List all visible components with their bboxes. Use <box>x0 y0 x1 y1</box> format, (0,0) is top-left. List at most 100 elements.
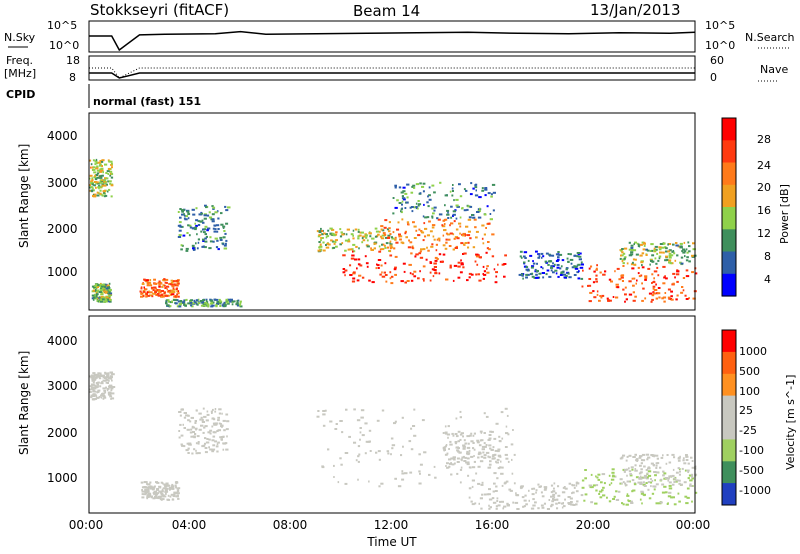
heat-cell <box>185 249 189 252</box>
heat-cell <box>446 466 449 469</box>
heat-cell <box>196 435 200 438</box>
velocity-ytick-1000: 1000 <box>47 471 78 485</box>
heat-cell <box>105 287 109 290</box>
heat-cell <box>631 261 634 264</box>
noise-sky-line <box>89 30 696 52</box>
heat-cell <box>158 495 163 498</box>
heat-cell <box>628 467 630 470</box>
heat-cell <box>165 301 168 304</box>
heat-cell <box>487 241 490 243</box>
heat-cell <box>592 290 595 293</box>
heat-cell <box>180 209 184 212</box>
heat-cell <box>503 505 507 508</box>
heat-cell <box>201 420 204 423</box>
heat-cell <box>105 172 108 174</box>
heat-cell <box>95 182 98 185</box>
heat-cell <box>211 439 215 442</box>
heat-cell <box>522 505 525 508</box>
heat-cell <box>444 431 448 434</box>
heat-cell <box>558 501 561 504</box>
heat-cell <box>612 296 615 298</box>
heat-cell <box>333 464 335 467</box>
heat-cell <box>454 433 458 435</box>
heat-cell <box>100 179 104 182</box>
heat-cell <box>105 183 108 186</box>
heat-cell <box>447 238 451 241</box>
heat-cell <box>610 478 615 481</box>
heat-cell <box>453 237 456 240</box>
heat-cell <box>413 275 417 278</box>
heat-cell <box>203 214 207 217</box>
heat-cell <box>636 242 639 245</box>
heat-cell <box>167 305 172 308</box>
heat-cell <box>463 209 467 212</box>
heat-cell <box>633 243 635 246</box>
heat-cell <box>492 490 495 493</box>
heat-cell <box>509 489 513 492</box>
heat-cell <box>645 476 649 479</box>
heat-cell <box>95 290 99 293</box>
heat-cell <box>663 485 667 488</box>
heat-cell <box>377 267 380 269</box>
heat-cell <box>394 477 397 480</box>
heat-cell <box>171 300 173 303</box>
heat-cell <box>659 251 663 254</box>
heat-cell <box>475 255 480 258</box>
heat-cell <box>89 375 92 378</box>
heat-cell <box>185 215 189 218</box>
heat-cell <box>93 373 97 376</box>
heat-cell <box>173 280 177 283</box>
heat-cell <box>381 409 385 412</box>
heat-cell <box>110 184 114 187</box>
heat-cell <box>645 477 649 480</box>
heat-cell <box>220 223 224 226</box>
heat-cell <box>575 482 580 485</box>
heat-cell <box>640 459 644 462</box>
heat-cell <box>589 486 592 489</box>
heat-cell <box>462 435 464 438</box>
heat-cell <box>499 466 502 469</box>
heat-cell <box>672 272 676 275</box>
heat-cell <box>204 437 207 440</box>
heat-cell <box>326 242 330 245</box>
heat-cell <box>579 252 582 255</box>
heat-cell <box>462 445 466 448</box>
heat-cell <box>557 275 560 278</box>
heat-cell <box>181 301 185 304</box>
heat-cell <box>652 485 656 488</box>
heat-cell <box>218 298 221 301</box>
heat-cell <box>462 207 464 210</box>
heat-cell <box>235 303 238 306</box>
power-ytick-1000: 1000 <box>47 265 78 279</box>
heat-cell <box>645 254 648 256</box>
heat-cell <box>109 174 112 177</box>
heat-cell <box>386 450 390 453</box>
heat-cell <box>231 303 234 306</box>
heat-cell <box>220 423 222 425</box>
heat-cell <box>205 441 210 444</box>
heat-cell <box>495 507 498 510</box>
heat-cell <box>357 235 360 238</box>
heat-cell <box>141 489 143 491</box>
heat-cell <box>611 475 616 478</box>
heat-cell <box>671 262 674 265</box>
heat-cell <box>518 273 522 276</box>
heat-cell <box>180 248 183 251</box>
heat-cell <box>679 470 681 473</box>
heat-cell <box>187 447 190 450</box>
heat-cell <box>628 254 633 257</box>
heat-cell <box>356 279 360 282</box>
heat-cell <box>551 254 555 257</box>
heat-cell <box>192 247 195 250</box>
heat-cell <box>366 239 369 242</box>
heat-cell <box>111 379 113 382</box>
heat-cell <box>653 247 656 250</box>
heat-cell <box>525 276 528 279</box>
heat-cell <box>497 450 500 453</box>
heat-cell <box>689 484 691 487</box>
heat-cell <box>480 431 483 434</box>
heat-cell <box>331 228 335 231</box>
heat-cell <box>91 177 94 180</box>
heat-cell <box>393 268 397 271</box>
heat-cell <box>442 432 445 434</box>
